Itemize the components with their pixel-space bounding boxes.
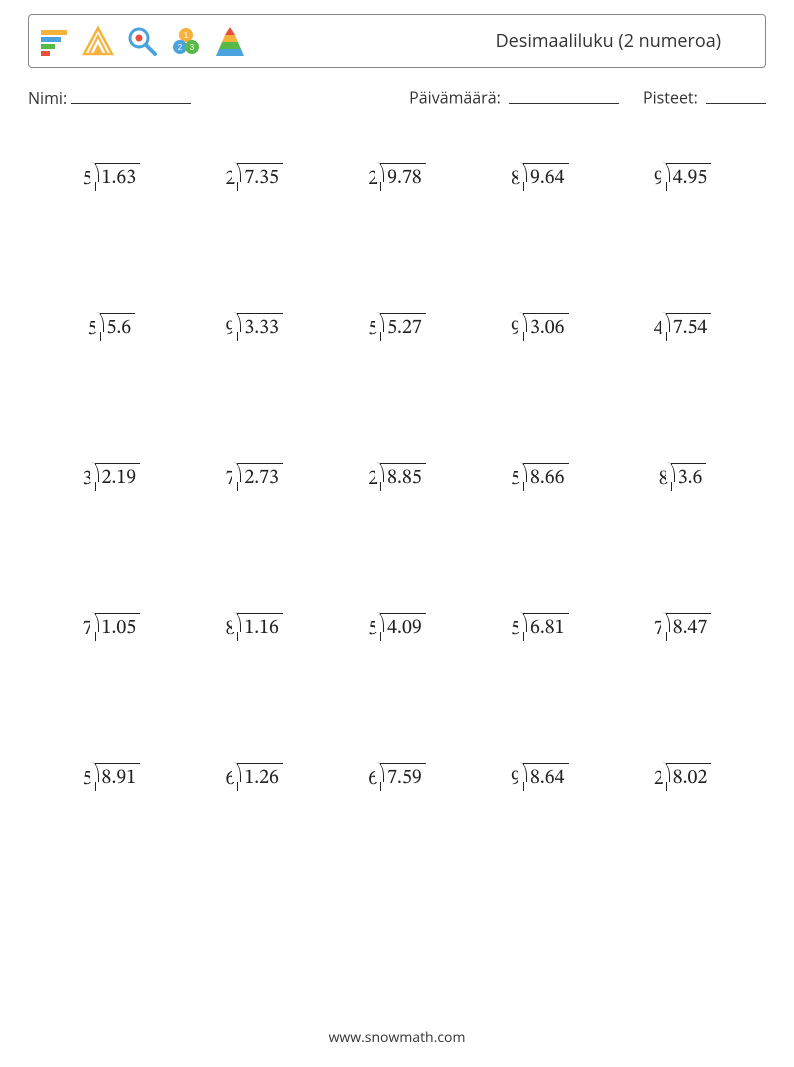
dividend: 3.06 bbox=[523, 313, 569, 341]
dividend: 7.59 bbox=[380, 763, 426, 791]
score-field: Pisteet: bbox=[643, 86, 766, 109]
footer-url: www.snowmath.com bbox=[0, 1028, 794, 1047]
division-problem: 78.47 bbox=[654, 587, 712, 642]
name-label: Nimi: bbox=[28, 87, 67, 109]
dividend: 2.73 bbox=[237, 463, 283, 491]
division-problem: 93.33 bbox=[225, 287, 283, 342]
dividend: 7.54 bbox=[666, 313, 712, 341]
division-problem: 98.64 bbox=[511, 737, 569, 792]
dividend: 9.64 bbox=[523, 163, 569, 191]
svg-text:1: 1 bbox=[184, 31, 189, 40]
division-problem: 28.85 bbox=[368, 437, 426, 492]
division-problem: 58.91 bbox=[83, 737, 141, 792]
dividend: 8.02 bbox=[666, 763, 712, 791]
division-problem: 58.66 bbox=[511, 437, 569, 492]
triangle-icon bbox=[81, 24, 115, 58]
dividend: 8.85 bbox=[380, 463, 426, 491]
dividend: 5.6 bbox=[100, 313, 136, 341]
division-problem: 29.78 bbox=[368, 137, 426, 192]
bars-icon bbox=[37, 24, 71, 58]
division-problem: 28.02 bbox=[654, 737, 712, 792]
svg-text:3: 3 bbox=[190, 43, 195, 52]
score-blank[interactable] bbox=[706, 86, 766, 104]
svg-text:2: 2 bbox=[178, 43, 183, 52]
dividend: 9.78 bbox=[380, 163, 426, 191]
dividend: 8.66 bbox=[523, 463, 569, 491]
dividend: 1.16 bbox=[237, 613, 283, 641]
dividend: 3.33 bbox=[237, 313, 283, 341]
division-problem: 72.73 bbox=[225, 437, 283, 492]
dividend: 1.26 bbox=[237, 763, 283, 791]
magnifier-icon bbox=[125, 24, 159, 58]
dividend: 7.35 bbox=[237, 163, 283, 191]
division-problem: 54.09 bbox=[368, 587, 426, 642]
info-row: Nimi: Päivämäärä: Pisteet: bbox=[28, 86, 766, 109]
dividend: 4.09 bbox=[380, 613, 426, 641]
division-problem: 51.63 bbox=[83, 137, 141, 192]
division-problem: 83.6 bbox=[659, 437, 707, 492]
dividend: 2.19 bbox=[95, 463, 141, 491]
dividend: 5.27 bbox=[380, 313, 426, 341]
division-problem: 55.27 bbox=[368, 287, 426, 342]
date-blank[interactable] bbox=[509, 86, 619, 104]
score-label: Pisteet: bbox=[643, 87, 698, 109]
pyramid-icon bbox=[213, 24, 247, 58]
logo-row: 1 2 3 bbox=[37, 24, 247, 58]
dividend: 1.63 bbox=[95, 163, 141, 191]
division-problem: 93.06 bbox=[511, 287, 569, 342]
division-problem: 71.05 bbox=[83, 587, 141, 642]
date-label: Päivämäärä: bbox=[409, 87, 501, 109]
division-problem: 47.54 bbox=[654, 287, 712, 342]
division-problem: 94.95 bbox=[654, 137, 712, 192]
dividend: 8.91 bbox=[95, 763, 141, 791]
division-problem: 67.59 bbox=[368, 737, 426, 792]
problems-grid: 51.63 27.35 29.78 89.64 94.95 55.6 93.33 55.27 9… bbox=[40, 137, 754, 887]
dividend: 3.6 bbox=[671, 463, 707, 491]
division-problem: 32.19 bbox=[83, 437, 141, 492]
name-blank[interactable] bbox=[71, 86, 191, 104]
division-problem: 56.81 bbox=[511, 587, 569, 642]
worksheet-title: Desimaaliluku (2 numeroa) bbox=[496, 29, 721, 53]
worksheet-header: 1 2 3 Desimaaliluku (2 numeroa) bbox=[28, 14, 766, 68]
name-field: Nimi: bbox=[28, 86, 191, 109]
division-problem: 27.35 bbox=[225, 137, 283, 192]
division-problem: 81.16 bbox=[225, 587, 283, 642]
dividend: 8.47 bbox=[666, 613, 712, 641]
date-field: Päivämäärä: bbox=[409, 86, 619, 109]
dividend: 8.64 bbox=[523, 763, 569, 791]
division-problem: 61.26 bbox=[225, 737, 283, 792]
dividend: 6.81 bbox=[523, 613, 569, 641]
dividend: 4.95 bbox=[666, 163, 712, 191]
circles-icon: 1 2 3 bbox=[169, 24, 203, 58]
dividend: 1.05 bbox=[95, 613, 141, 641]
division-problem: 89.64 bbox=[511, 137, 569, 192]
division-problem: 55.6 bbox=[88, 287, 136, 342]
